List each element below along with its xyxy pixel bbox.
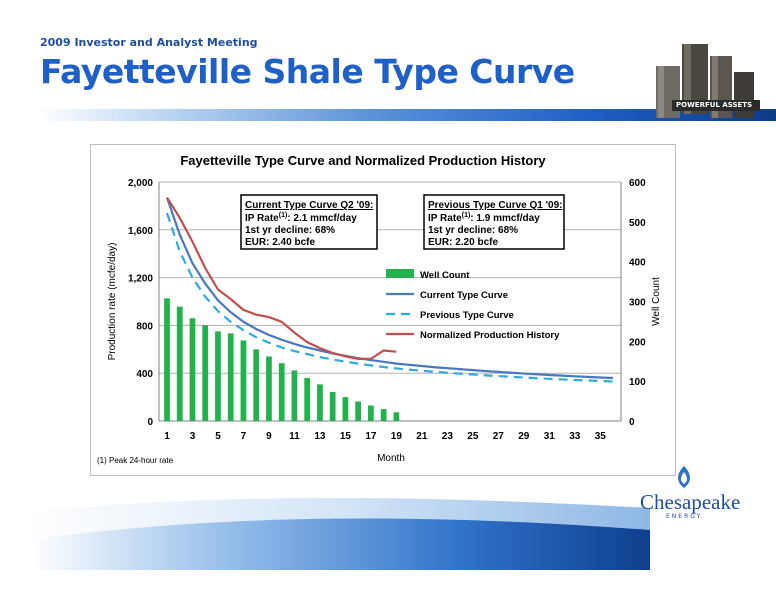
well-count-bar (380, 409, 387, 421)
x-tick-label: 15 (340, 431, 352, 442)
legend-label: Well Count (420, 270, 470, 281)
well-count-bar (291, 370, 298, 421)
y-tick-label: 400 (136, 369, 153, 380)
well-count-bar (266, 356, 272, 421)
x-tick-label: 3 (190, 431, 196, 442)
chart-container: Fayetteville Type Curve and Normalized P… (90, 144, 676, 476)
company-logo-icon (678, 466, 690, 488)
x-tick-label: 7 (241, 431, 247, 442)
x-tick-label: 13 (314, 431, 326, 442)
well-count-bar (278, 363, 285, 421)
footer-wave (30, 498, 650, 570)
well-count-bar (329, 391, 336, 421)
well-count-bar (304, 377, 311, 421)
x-tick-label: 1 (164, 431, 170, 442)
header-stripe (38, 109, 776, 121)
x-tick-label: 17 (365, 431, 377, 442)
well-count-bar (355, 401, 362, 421)
well-count-bar (202, 325, 209, 421)
x-tick-label: 31 (544, 431, 556, 442)
annotation-eur: EUR: 2.20 bcfe (428, 237, 498, 248)
powerful-assets-banner (672, 100, 760, 111)
y2-tick-label: 500 (629, 218, 646, 229)
y-tick-label: 0 (147, 417, 153, 428)
well-count-bar (176, 306, 183, 421)
x-tick-label: 11 (289, 431, 300, 442)
well-count-bar (393, 412, 400, 421)
x-tick-label: 29 (518, 431, 530, 442)
legend-label: Current Type Curve (420, 290, 508, 301)
well-count-bar (189, 318, 196, 421)
y2-tick-label: 100 (629, 377, 646, 388)
annotation-decline: 1st yr decline: 68% (428, 225, 518, 236)
x-tick-label: 33 (569, 431, 581, 442)
production-chart: Fayetteville Type Curve and Normalized P… (97, 153, 662, 465)
well-count-bar (164, 298, 170, 421)
x-tick-label: 9 (266, 431, 272, 442)
x-tick-label: 5 (215, 431, 221, 442)
powerful-assets-label: POWERFUL ASSETS (676, 101, 753, 109)
x-tick-label: 23 (442, 431, 454, 442)
legend-label: Normalized Production History (420, 330, 560, 341)
legend-label: Previous Type Curve (420, 310, 514, 321)
annotation-ip-rate: IP Rate(1): 1.9 mmcf/day (428, 212, 540, 224)
annotation-eur: EUR: 2.40 bcfe (245, 237, 315, 248)
logo-text: Chesapeake (640, 490, 741, 514)
well-count-bar (368, 405, 374, 421)
previous-type-curve-line (165, 212, 614, 383)
y-tick-label: 1,600 (128, 226, 153, 237)
annotation-heading: Previous Type Curve Q1 '09: (428, 200, 562, 211)
x-tick-label: 21 (416, 431, 428, 442)
annotation-ip-rate: IP Rate(1): 2.1 mmcf/day (245, 212, 357, 224)
x-tick-label: 27 (493, 431, 505, 442)
y2-tick-label: 600 (629, 178, 646, 189)
annotation-heading: Current Type Curve Q2 '09: (245, 200, 373, 211)
y-axis-label: Production rate (mcfe/day) (107, 243, 118, 361)
current-type-curve-line (165, 197, 614, 380)
x-tick-label: 19 (391, 431, 403, 442)
chart-footnote: (1) Peak 24-hour rate (97, 456, 174, 465)
y-tick-label: 1,200 (128, 274, 153, 285)
x-axis-label: Month (377, 453, 405, 464)
normalized-production-history-line (166, 196, 397, 360)
page-number: 16 (651, 548, 665, 562)
well-count-bar (253, 349, 260, 421)
well-count-bar (240, 340, 247, 421)
powerful-assets-image (656, 44, 754, 118)
y-tick-label: 800 (136, 321, 153, 332)
well-count-bar (342, 397, 349, 421)
y-tick-label: 2,000 (128, 178, 153, 189)
slide-title: Fayetteville Shale Type Curve (40, 52, 575, 91)
chart-title: Fayetteville Type Curve and Normalized P… (180, 153, 546, 168)
x-tick-label: 35 (595, 431, 607, 442)
well-count-bar (227, 333, 234, 421)
legend-swatch (386, 269, 414, 278)
y2-tick-label: 200 (629, 337, 646, 348)
y2-tick-label: 300 (629, 298, 646, 309)
annotation-box (423, 194, 565, 250)
y2-axis-label: Well Count (651, 277, 662, 326)
well-count-bar (317, 384, 323, 421)
logo-subtext: ENERGY (666, 513, 703, 520)
y2-tick-label: 0 (629, 417, 635, 428)
annotation-decline: 1st yr decline: 68% (245, 225, 335, 236)
y2-tick-label: 400 (629, 258, 646, 269)
well-count-bar (215, 331, 221, 421)
meeting-label: 2009 Investor and Analyst Meeting (40, 36, 258, 49)
annotation-box (240, 194, 378, 250)
x-tick-label: 25 (467, 431, 479, 442)
